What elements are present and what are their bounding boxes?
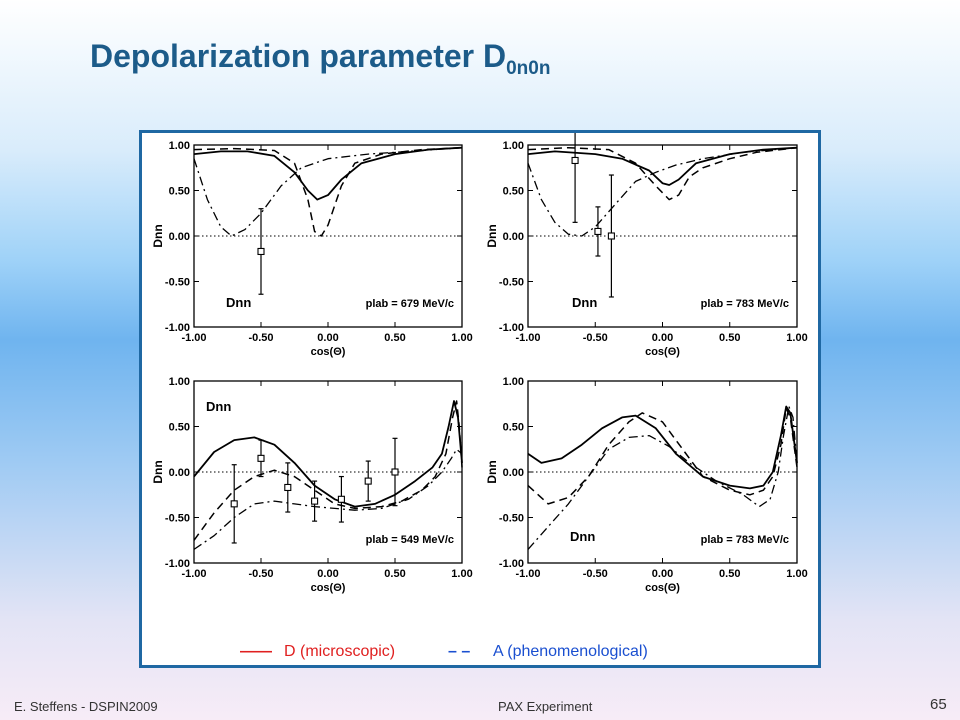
panel-3-data-point [311,497,319,505]
panel-2-data-point [594,227,602,235]
panel-3-x-tick-label: 1.00 [451,568,472,580]
panel-1-curve-solid [193,146,463,201]
panel-4-dnn-label: Dnn [570,529,595,544]
panel-1-curve-dashed [193,146,463,237]
slide-title: Depolarization parameter D0n0n [90,38,551,79]
panel-2-y-axis-title: Dnn [485,224,499,247]
panel-2-curve-solid [527,146,798,186]
footer-project: PAX Experiment [498,699,593,714]
panel-3-data-point [364,477,372,485]
panel-2-y-tick-label: 0.00 [503,231,524,243]
panel-3-dnn-label: Dnn [206,399,231,414]
panel-3-curve-solid [193,400,463,508]
panel-3-energy-label: plab = 549 MeV/c [366,534,454,546]
panel-2-y-tick-label: 0.50 [503,186,524,198]
panel-4-x-tick-label: 1.00 [786,568,807,580]
legend-solid-label: D (microscopic) [284,643,395,660]
panel-2-data-point [607,232,615,240]
panel-2-y-tick-label: 1.00 [503,140,524,152]
slide-number: 65 [930,696,947,713]
panel-4-curve-dashdot [527,405,798,550]
panel-4-x-tick-label: -0.50 [583,568,608,580]
panel-4-curve-dashed [527,407,798,505]
panel-4-y-axis-title: Dnn [485,460,499,483]
panel-3-y-tick-label: 0.00 [169,467,190,479]
panel-1-curve-dashdot [193,147,463,237]
panel-2-dnn-label: Dnn [572,295,597,310]
legend-dashed-dash: – – [448,643,470,660]
panel-4-y-tick-label: 0.50 [503,422,524,434]
panel-4-y-tick-label: 0.00 [503,467,524,479]
legend-dashed-label: A (phenomenological) [493,643,648,660]
panel-1-dnn-label: Dnn [226,295,251,310]
dnn-figure: -1.00 -0.50 0.00 0.50 1.00 1.00 0.50 0.00 -0.50 -… [151,133,808,660]
panel-1-energy-label: plab = 679 MeV/c [366,298,454,310]
panel-3-y-tick-label: 0.50 [169,422,190,434]
panel-4-y-tick-label: -1.00 [499,558,524,570]
panel-1-y-tick-label: 1.00 [169,140,190,152]
panel-1-x-tick-label: 0.00 [317,332,338,344]
panel-3-y-tick-label: -1.00 [165,558,190,570]
panel-3-data-point [284,483,292,492]
panel-1-x-tick-label: 0.50 [384,332,405,344]
panel-1-data-point [257,247,265,256]
panel-3-x-tick-label: 0.00 [317,568,338,580]
panel-2-x-axis-title: cos(Θ) [645,346,680,358]
panel-2-x-tick-label: -1.00 [515,332,540,344]
panel-3-x-tick-label: -1.00 [181,568,206,580]
panel-2-x-tick-label: -0.50 [583,332,608,344]
panel-2-energy-label: plab = 783 MeV/c [701,298,789,310]
panel-3-data-point [337,495,345,503]
panel-1-y-axis-title: Dnn [151,224,165,247]
panel-4-energy-label: plab = 783 MeV/c [701,534,789,546]
panel-3-curve-dashdot [193,448,463,550]
panel-1-y-tick-label: 0.50 [169,186,190,198]
panel-4-curve-solid [527,405,798,490]
panel-3-y-axis-title: Dnn [151,460,165,483]
panel-2-y-tick-label: -0.50 [499,277,524,289]
panel-1-y-tick-label: 0.00 [169,231,190,243]
panel-1-y-tick-label: -0.50 [165,277,190,289]
panel-4-y-tick-label: -0.50 [499,513,524,525]
panel-2-x-tick-label: 1.00 [786,332,807,344]
panel-2-curve-dashdot [527,147,798,237]
panel-3-y-tick-label: 1.00 [169,376,190,388]
panel-1-x-axis-title: cos(Θ) [311,346,346,358]
panel-2-x-tick-label: 0.00 [652,332,673,344]
panel-4-x-tick-label: 0.00 [652,568,673,580]
figure-frame: -1.00 -0.50 0.00 0.50 1.00 1.00 0.50 0.00 -0.50 -… [139,130,821,668]
panel-4-x-tick-label: -1.00 [515,568,540,580]
panel-4-x-tick-label: 0.50 [719,568,740,580]
panel-3-x-axis-title: cos(Θ) [311,582,346,594]
panel-3-x-tick-label: -0.50 [248,568,273,580]
panel-1-x-tick-label: -1.00 [181,332,206,344]
panel-1-x-tick-label: 1.00 [451,332,472,344]
panel-1-y-tick-label: -1.00 [165,322,190,334]
footer-author: E. Steffens - DSPIN2009 [14,699,158,714]
title-subscript: 0n0n [506,58,551,79]
panel-2-data-point [571,156,579,165]
panel-3-curve-dashed [193,400,463,541]
panel-2-curve-dashed [527,146,798,201]
legend-solid-dash: —— [240,643,272,660]
panel-1-x-tick-label: -0.50 [248,332,273,344]
panel-3-data-point [230,500,238,508]
panel-3-y-tick-label: -0.50 [165,513,190,525]
panel-3-data-point [391,468,399,476]
panel-2-x-tick-label: 0.50 [719,332,740,344]
panel-3-x-tick-label: 0.50 [384,568,405,580]
panel-4-y-tick-label: 1.00 [503,376,524,388]
panel-3-data-point [257,454,265,462]
panel-4-x-axis-title: cos(Θ) [645,582,680,594]
panel-2-y-tick-label: -1.00 [499,322,524,334]
